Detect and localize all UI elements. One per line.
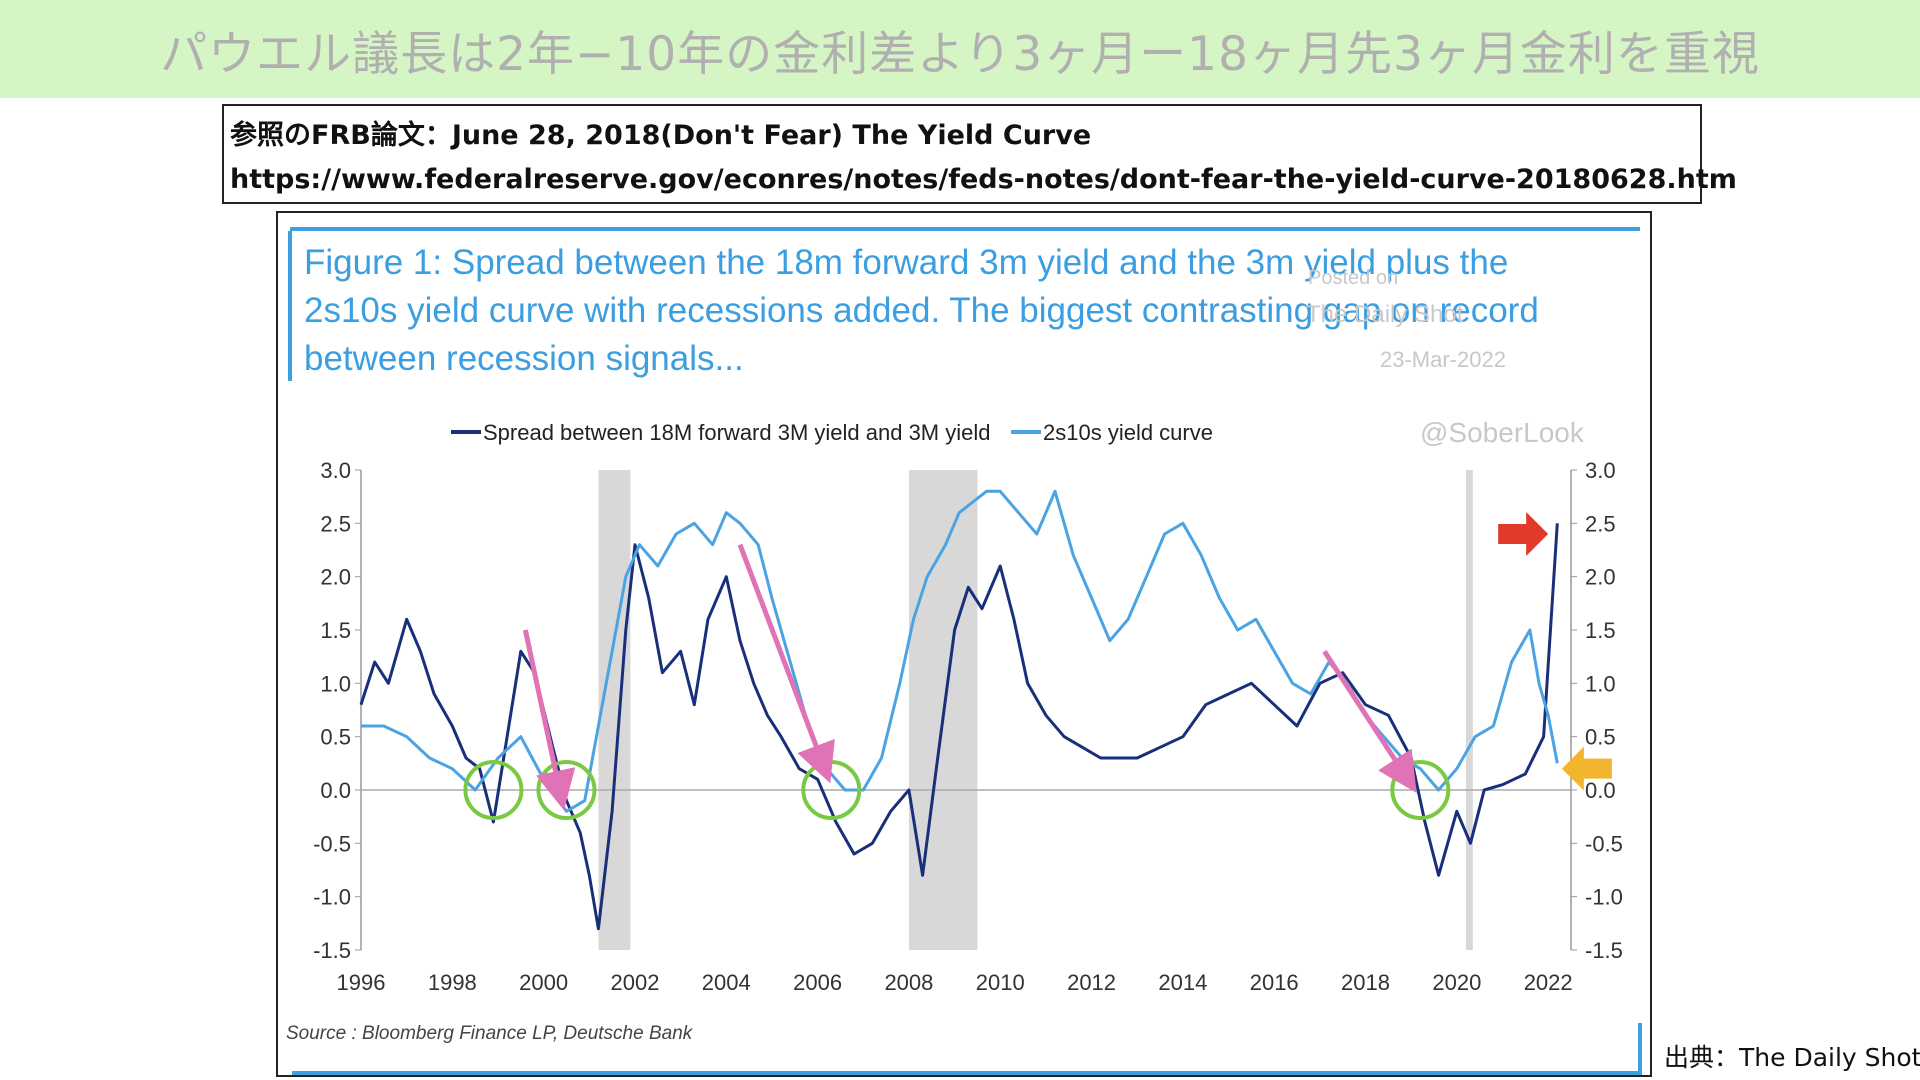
figure-top-rule: [290, 227, 1640, 231]
y-tick-label-right: 0.0: [1585, 778, 1616, 803]
y-tick-label-right: 2.0: [1585, 565, 1616, 590]
figure-bottom-rule: [292, 1071, 1642, 1075]
x-tick-label: 2010: [976, 970, 1025, 995]
legend-label: Spread between 18M forward 3M yield and …: [483, 420, 991, 445]
y-tick-label-right: 1.0: [1585, 671, 1616, 696]
signal-circle: [463, 760, 524, 820]
reference-title: 参照のFRB論文：June 28, 2018(Don't Fear) The Y…: [230, 120, 1092, 151]
x-tick-label: 2012: [1067, 970, 1116, 995]
y-tick-label-right: 1.5: [1585, 618, 1616, 643]
x-tick-label: 2008: [884, 970, 933, 995]
x-tick-label: 2002: [610, 970, 659, 995]
x-tick-label: 1998: [428, 970, 477, 995]
chart-axes: 3.0 3.0 2.5 2.5 2.0 2.0 1.5 1.5 1.0 1.0 0.5 0.5 0.0 0…: [313, 458, 1623, 995]
y-tick-label-right: 2.5: [1585, 511, 1616, 536]
figure-frame: Figure 1: Spread between the 18m forward…: [276, 211, 1652, 1077]
figure-title-line: between recession signals...: [304, 339, 744, 378]
chart-legend: Spread between 18M forward 3M yield and …: [451, 420, 1213, 445]
y-tick-label-left: 0.5: [320, 725, 351, 750]
y-tick-label-left: -1.5: [313, 938, 351, 963]
y-tick-label-right: 0.5: [1585, 725, 1616, 750]
y-tick-label-right: -1.0: [1585, 885, 1623, 910]
recession-band: [1465, 470, 1473, 950]
x-tick-label: 2014: [1158, 970, 1207, 995]
y-tick-label-right: -1.5: [1585, 938, 1623, 963]
reference-url: https://www.federalreserve.gov/econres/n…: [230, 164, 1737, 195]
y-tick-label-left: 0.0: [320, 778, 351, 803]
x-tick-label: 1996: [337, 970, 386, 995]
y-tick-label-left: 2.5: [320, 511, 351, 536]
watermark-date: 23-Mar-2022: [1380, 347, 1506, 372]
y-tick-label-right: 3.0: [1585, 458, 1616, 483]
decline-arrow: [522, 629, 576, 811]
figure-title-line: Figure 1: Spread between the 18m forward…: [304, 243, 1509, 282]
figure-left-rule: [288, 231, 292, 381]
yield-spread-chart: Spread between 18M forward 3M yield and …: [313, 420, 1623, 995]
y-tick-label-left: 3.0: [320, 458, 351, 483]
y-tick-label-left: 2.0: [320, 565, 351, 590]
figure-title: Figure 1: Spread between the 18m forward…: [304, 239, 1634, 383]
y-tick-label-left: -0.5: [313, 831, 351, 856]
chart-annotations: [463, 512, 1612, 820]
y-tick-label-left: 1.0: [320, 671, 351, 696]
x-tick-label: 2020: [1432, 970, 1481, 995]
title-banner: パウエル議長は2年−10年の金利差より3ヶ月ー18ヶ月先3ヶ月金利を重視: [0, 0, 1920, 98]
y-tick-label-right: -0.5: [1585, 831, 1623, 856]
red-arrow-marker: [1498, 512, 1549, 556]
credit-line: 出典：The Daily Shot: [1664, 1043, 1920, 1072]
x-tick-label: 2018: [1341, 970, 1390, 995]
x-tick-label: 2004: [702, 970, 751, 995]
x-tick-label: 2016: [1250, 970, 1299, 995]
watermark-handle: @SoberLook: [1420, 417, 1584, 448]
x-tick-label: 2000: [519, 970, 568, 995]
decline-arrow: [737, 543, 835, 784]
figure-bottom-right-rule: [1638, 1023, 1642, 1073]
figure-source: Source : Bloomberg Finance LP, Deutsche …: [286, 1023, 693, 1044]
yellow-arrow-marker: [1561, 746, 1612, 791]
figure-title-line: 2s10s yield curve with recessions added.…: [304, 291, 1539, 330]
y-tick-label-left: 1.5: [320, 618, 351, 643]
decline-arrow: [1322, 649, 1417, 794]
reference-box: 参照のFRB論文：June 28, 2018(Don't Fear) The Y…: [222, 104, 1737, 204]
recession-bands: [598, 470, 1473, 950]
banner-title: パウエル議長は2年−10年の金利差より3ヶ月ー18ヶ月先3ヶ月金利を重視: [160, 26, 1760, 82]
y-tick-label-left: -1.0: [313, 885, 351, 910]
legend-label: 2s10s yield curve: [1043, 420, 1213, 445]
watermark-posted: Posted on: [1308, 267, 1399, 289]
x-tick-label: 2022: [1524, 970, 1573, 995]
watermark-site: The Daily Shot: [1306, 301, 1464, 328]
x-tick-label: 2006: [793, 970, 842, 995]
